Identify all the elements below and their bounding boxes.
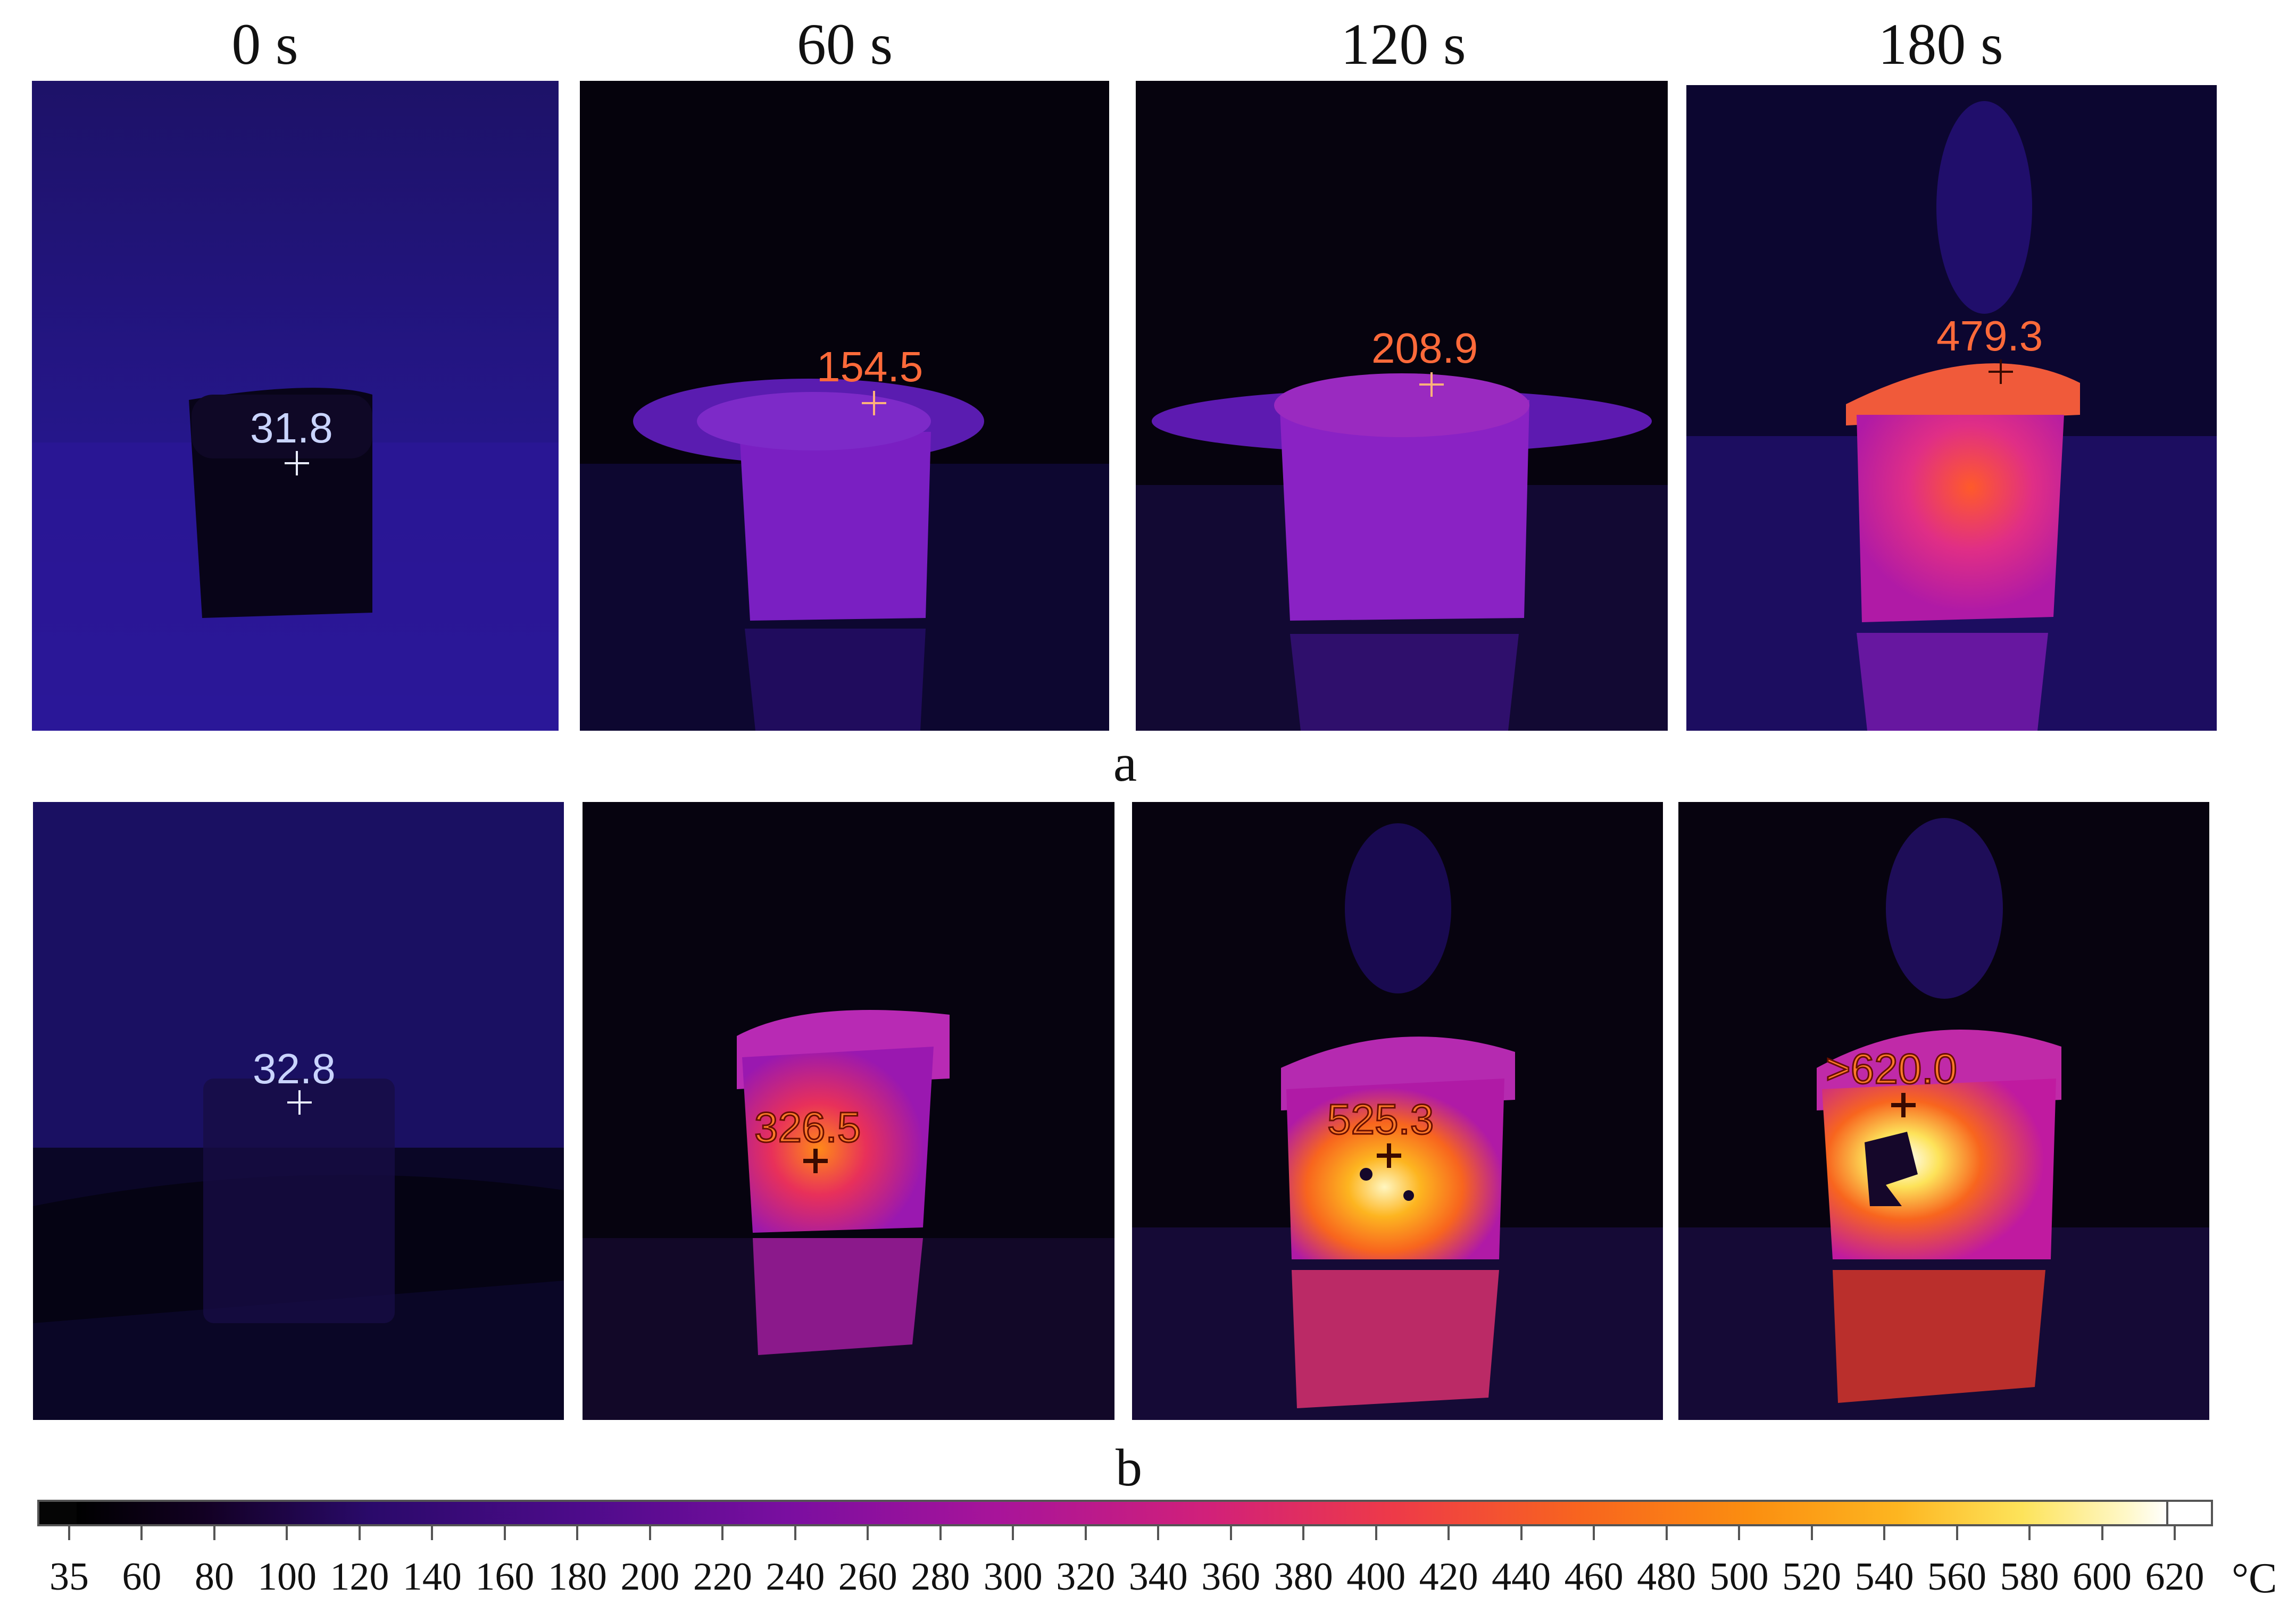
colorbar-tick-label: 220 (693, 1555, 752, 1599)
colorbar-tick-label: 380 (1274, 1555, 1333, 1599)
colorbar-overrange (2166, 1502, 2211, 1524)
colorbar-tick-label: 340 (1128, 1555, 1188, 1599)
colorbar-gradient (77, 1502, 2168, 1524)
temp-reading-a-60s: 154.5 (817, 343, 924, 390)
colorbar-tick-label: 280 (911, 1555, 970, 1599)
colorbar-tick-label: 360 (1201, 1555, 1261, 1599)
colorbar-tick-label: 180 (547, 1555, 607, 1599)
crosshair-icon (1419, 372, 1444, 397)
colorbar-tick (358, 1524, 361, 1540)
colorbar-tick (503, 1524, 506, 1540)
colorbar-unit: °C (2232, 1555, 2277, 1602)
thermal-image-a-180s (1686, 85, 2217, 731)
colorbar-tick-label: 120 (330, 1555, 389, 1599)
colorbar-tick-label: 300 (983, 1555, 1043, 1599)
crosshair-icon (1377, 1143, 1401, 1168)
colorbar-tick-label: 140 (402, 1555, 462, 1599)
colorbar-tick (939, 1524, 942, 1540)
colorbar-tick (1302, 1524, 1305, 1540)
colorbar-tick (1593, 1524, 1595, 1540)
colorbar-tick-label: 620 (2145, 1555, 2205, 1599)
colorbar-tick (1883, 1524, 1886, 1540)
colorbar-tick-label: 480 (1637, 1555, 1696, 1599)
colorbar-tick (286, 1524, 288, 1540)
colorbar-tick (576, 1524, 579, 1540)
crosshair-icon (287, 1090, 312, 1115)
colorbar-tick-label: 35 (49, 1555, 89, 1599)
colorbar-tick (140, 1524, 143, 1540)
colorbar-tick-label: 260 (838, 1555, 897, 1599)
time-label-180s: 180 s (1878, 12, 2003, 77)
colorbar-tick (2101, 1524, 2103, 1540)
colorbar-tick-label: 440 (1492, 1555, 1551, 1599)
colorbar-tick (1229, 1524, 1232, 1540)
colorbar-tick (1375, 1524, 1377, 1540)
time-label-60s: 60 s (796, 12, 893, 77)
colorbar-tick (1084, 1524, 1087, 1540)
colorbar-tick (794, 1524, 796, 1540)
time-label-0s: 0 s (231, 12, 298, 77)
colorbar-tick-label: 540 (1854, 1555, 1914, 1599)
colorbar-tick (867, 1524, 869, 1540)
colorbar-tick-label: 100 (257, 1555, 317, 1599)
temp-reading-a-120s: 208.9 (1371, 324, 1478, 372)
temp-reading-a-0s: 31.8 (250, 404, 333, 452)
temperature-colorbar (37, 1500, 2213, 1526)
colorbar-tick (1956, 1524, 1958, 1540)
thermal-image-b-180s (1678, 802, 2209, 1420)
colorbar-tick-label: 320 (1056, 1555, 1116, 1599)
row-label-a: a (1113, 733, 1137, 792)
colorbar-tick (68, 1524, 70, 1540)
colorbar-tick (721, 1524, 724, 1540)
colorbar-tick-label: 520 (1782, 1555, 1842, 1599)
colorbar-tick-label: 500 (1709, 1555, 1769, 1599)
colorbar-tick-label: 580 (2000, 1555, 2059, 1599)
colorbar-underrange (39, 1502, 77, 1524)
colorbar-tick-label: 60 (122, 1555, 162, 1599)
colorbar-tick-label: 80 (194, 1555, 234, 1599)
thermal-image-b-120s (1132, 802, 1663, 1420)
time-label-120s: 120 s (1341, 12, 1466, 77)
colorbar-tick-label: 200 (620, 1555, 680, 1599)
colorbar-tick (1012, 1524, 1014, 1540)
colorbar-tick-label: 460 (1564, 1555, 1624, 1599)
colorbar-tick-label: 560 (1927, 1555, 1987, 1599)
colorbar-tick-label: 400 (1346, 1555, 1406, 1599)
colorbar-tick-label: 160 (475, 1555, 535, 1599)
thermal-image-a-120s (1136, 81, 1668, 731)
thermal-image-a-60s (580, 81, 1109, 731)
row-label-b: b (1116, 1438, 1142, 1497)
crosshair-icon (803, 1149, 828, 1173)
colorbar-tick (2174, 1524, 2176, 1540)
colorbar-tick (648, 1524, 651, 1540)
colorbar-tick (213, 1524, 215, 1540)
colorbar-tick (431, 1524, 434, 1540)
thermal-image-a-0s (32, 81, 559, 731)
colorbar-tick-label: 420 (1419, 1555, 1478, 1599)
thermal-image-b-60s (583, 802, 1114, 1420)
colorbar-tick (1665, 1524, 1668, 1540)
crosshair-icon (862, 391, 886, 415)
colorbar-tick-label: 240 (766, 1555, 825, 1599)
colorbar-tick (1448, 1524, 1450, 1540)
crosshair-icon (1989, 360, 2013, 384)
temp-reading-b-60s: 326.5 (753, 1103, 861, 1152)
temp-reading-b-0s: 32.8 (253, 1045, 336, 1092)
colorbar-tick (2028, 1524, 2031, 1540)
crosshair-icon (1891, 1093, 1916, 1117)
temp-reading-b-120s: 525.3 (1326, 1095, 1434, 1144)
temp-reading-a-180s: 479.3 (1936, 312, 2043, 360)
crosshair-icon (285, 451, 309, 475)
colorbar-tick (1520, 1524, 1523, 1540)
colorbar-tick (1738, 1524, 1741, 1540)
colorbar-tick-label: 600 (2073, 1555, 2132, 1599)
temp-reading-b-180s: >620.0 (1825, 1044, 1958, 1093)
colorbar-tick (1810, 1524, 1813, 1540)
colorbar-tick (1157, 1524, 1160, 1540)
